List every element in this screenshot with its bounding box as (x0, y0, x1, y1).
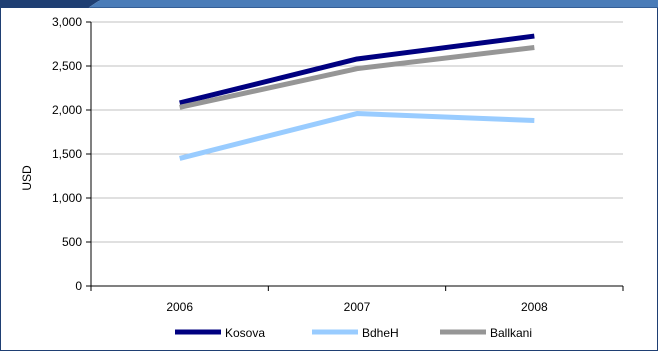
series-line-ballkani (179, 45, 535, 110)
y-tick-label: 1,500 (52, 147, 82, 161)
legend-label-kosova: Kosova (225, 326, 265, 340)
x-axis-ticks: 2006 2007 2008 (90, 286, 624, 314)
series-line-bdheh (179, 111, 535, 161)
y-tick-label: 500 (62, 235, 82, 249)
x-tick-label: 2007 (344, 300, 371, 314)
legend-label-ballkani: Ballkani (490, 326, 532, 340)
x-tick-label: 2008 (521, 300, 548, 314)
series-line-kosova (179, 33, 535, 106)
y-axis-ticks: 0 500 1,000 1,500 2,000 2,500 3,000 (52, 15, 91, 293)
y-tick-label: 2,000 (52, 103, 82, 117)
header-band (0, 0, 658, 8)
y-axis-title: USD (20, 165, 34, 191)
series-lines (179, 33, 535, 161)
x-tick-label: 2006 (166, 300, 193, 314)
y-tick-label: 1,000 (52, 191, 82, 205)
y-tick-label: 2,500 (52, 59, 82, 73)
legend-label-bdheh: BdheH (362, 326, 399, 340)
y-tick-label: 0 (75, 279, 82, 293)
y-tick-label: 3,000 (52, 15, 82, 29)
legend: Kosova BdheH Ballkani (175, 326, 532, 340)
gridlines (91, 21, 623, 243)
